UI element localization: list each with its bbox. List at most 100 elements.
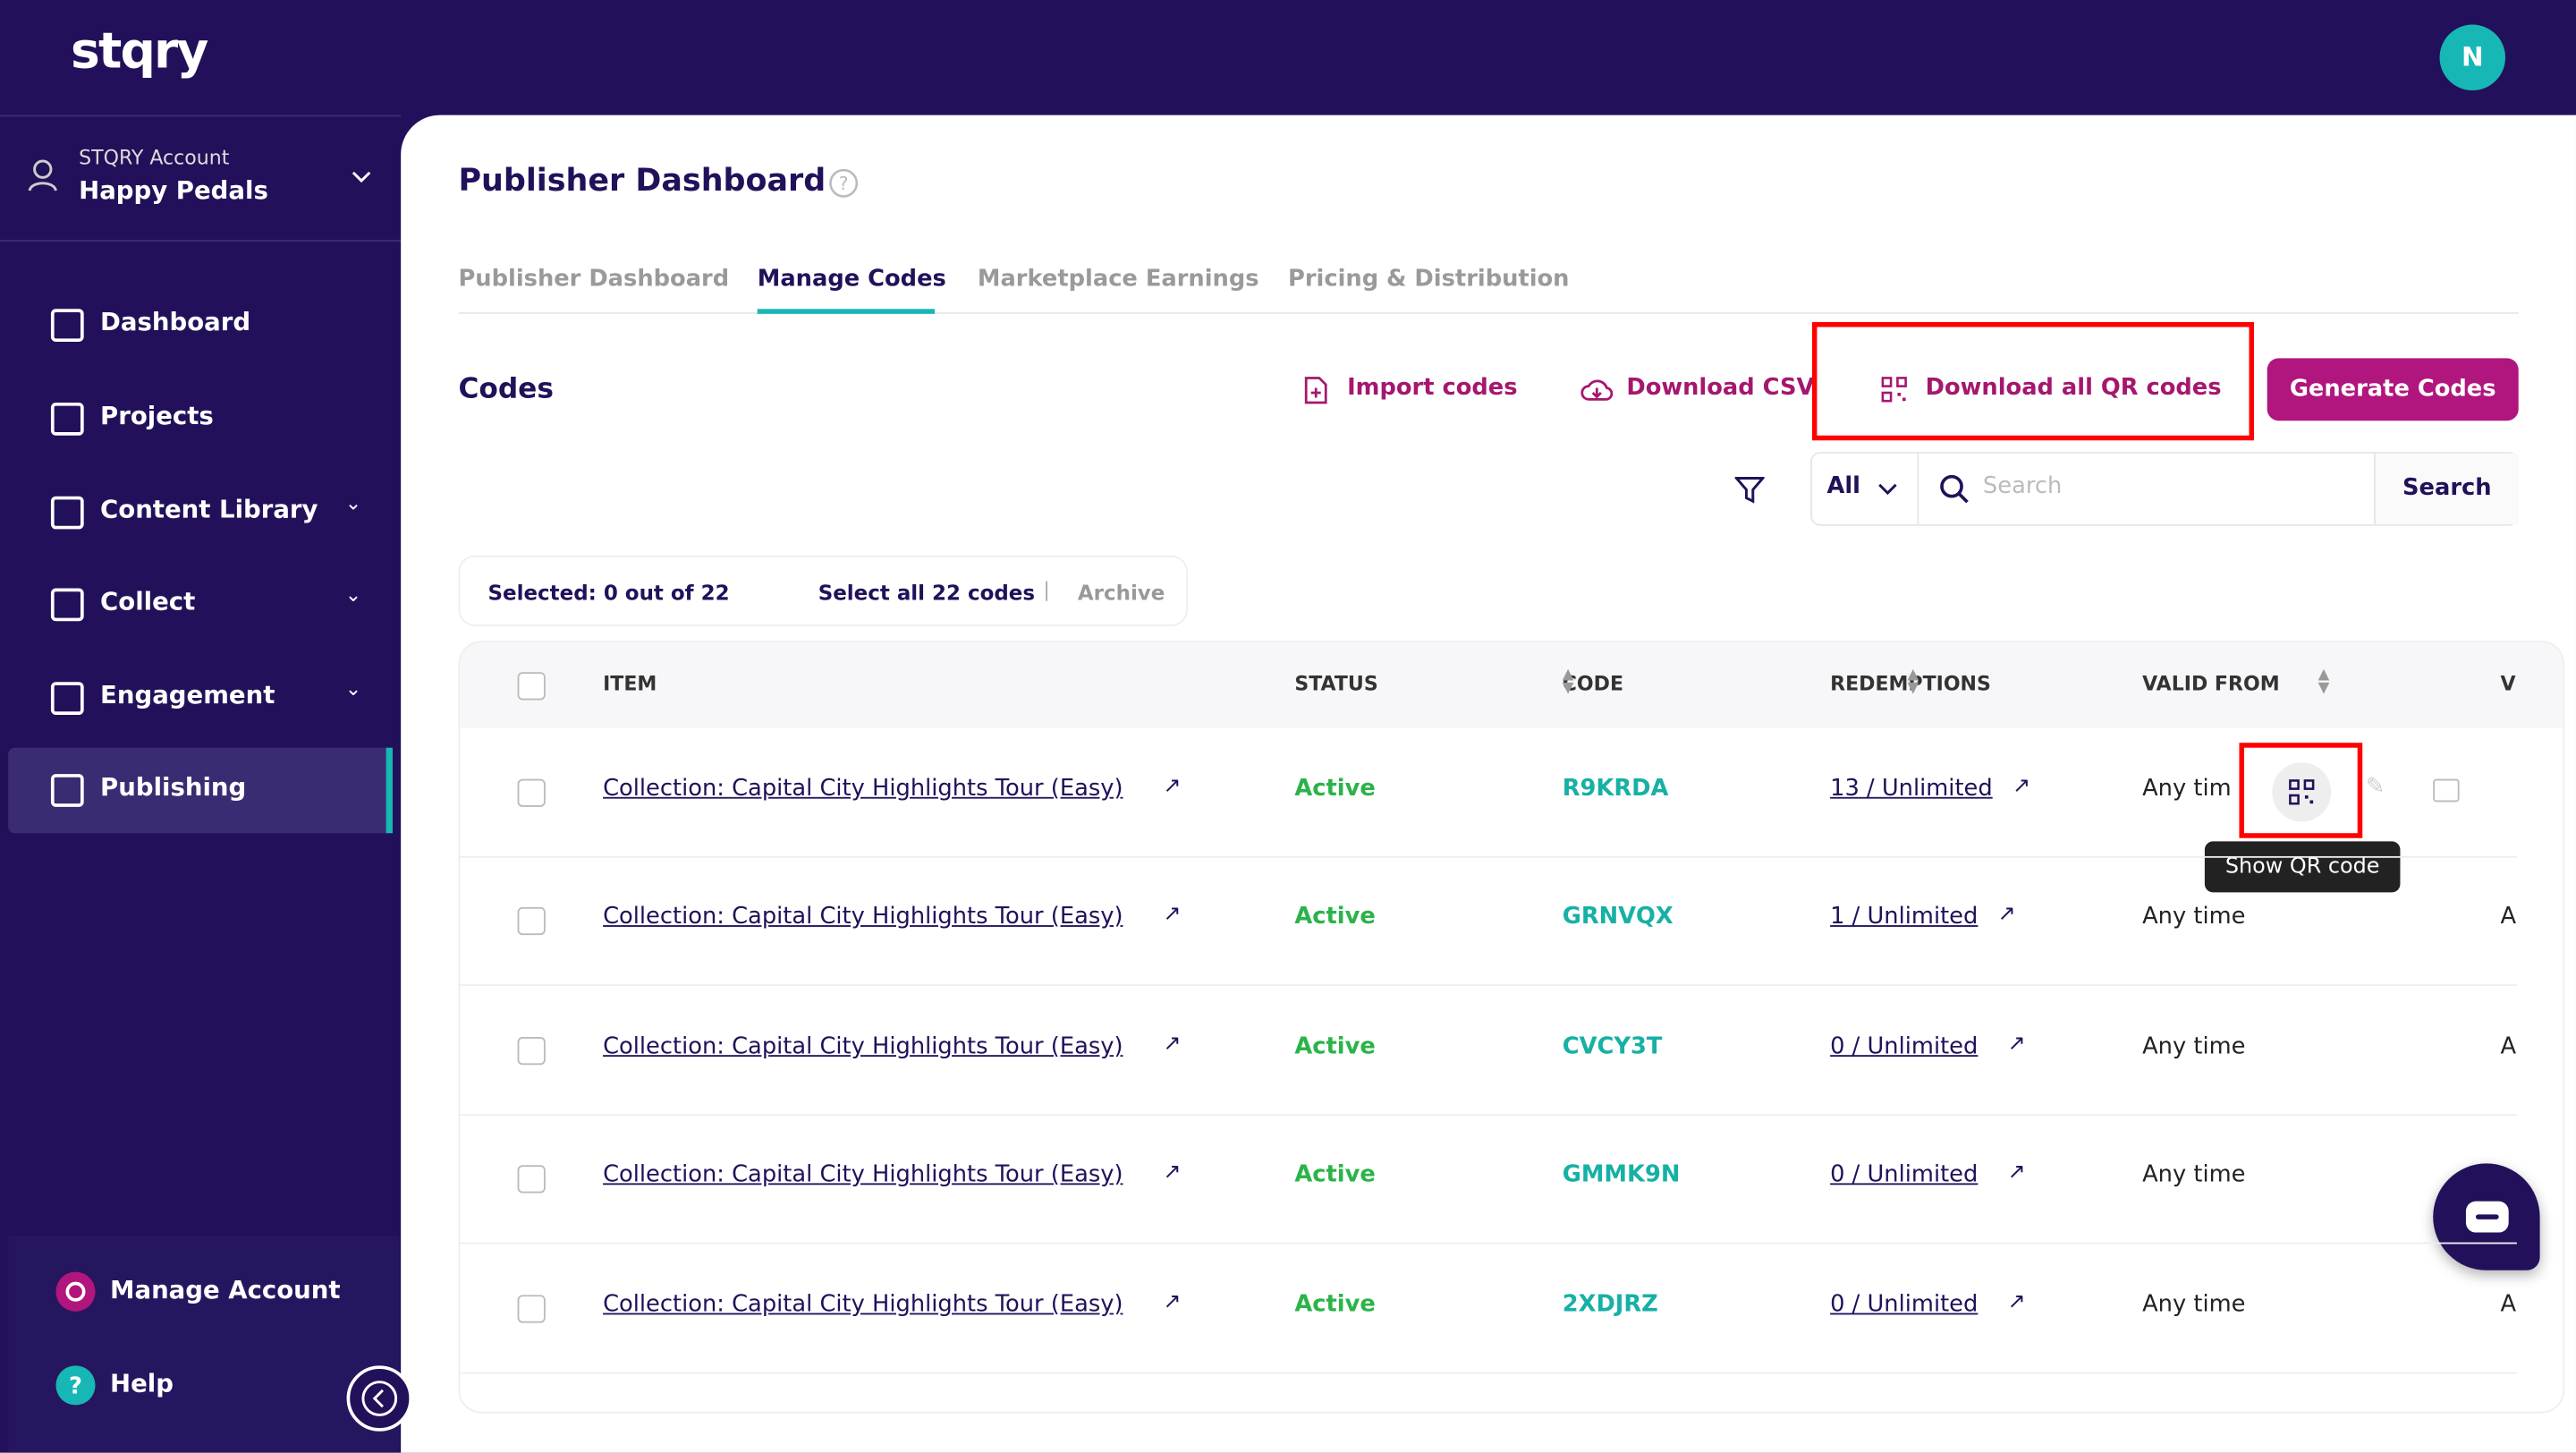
account-icon — [28, 159, 57, 191]
code: GMMK9N — [1562, 1161, 1681, 1188]
chevron: ⌄ — [344, 491, 362, 514]
tab-underline — [757, 309, 936, 314]
nav-item[interactable]: Engagement — [100, 680, 275, 710]
table — [458, 641, 2565, 1414]
tab[interactable]: Manage Codes — [757, 266, 946, 293]
help-icon[interactable]: ? — [828, 167, 860, 199]
nav-icon — [50, 682, 84, 715]
chevron: ⌄ — [344, 676, 362, 701]
selected-count: Selected: 0 out of 22 — [487, 580, 730, 605]
status: Active — [1294, 775, 1376, 803]
table-header — [460, 642, 2563, 728]
svg-text:?: ? — [839, 173, 849, 194]
collapse-button[interactable] — [346, 1365, 413, 1432]
item-link[interactable]: Collection: Capital City Highlights Tour… — [603, 1033, 1123, 1060]
nav-item[interactable]: Manage Account — [110, 1275, 341, 1305]
redemptions[interactable]: 0 / Unlimited — [1830, 1291, 1979, 1319]
sidebar-footer — [8, 1236, 400, 1453]
external-icon: ↗ — [1163, 902, 1182, 927]
generate-codes[interactable]: Generate Codes — [2267, 358, 2519, 421]
status: Active — [1294, 1291, 1376, 1319]
valid-from: Any tim — [2142, 775, 2232, 803]
external-icon: ↗ — [1163, 1160, 1182, 1185]
nav-item[interactable]: Projects — [100, 401, 214, 431]
nav-icon — [50, 496, 84, 530]
nav-item[interactable]: Collect — [100, 586, 196, 616]
external-icon: ↗ — [2007, 1032, 2026, 1058]
help-icon: ? — [55, 1365, 96, 1406]
highlight-box — [2239, 743, 2363, 838]
redemptions[interactable]: 13 / Unlimited — [1830, 775, 1993, 803]
manage-icon — [55, 1271, 96, 1312]
qr-button[interactable] — [2272, 762, 2332, 822]
download-qr-codes[interactable]: Download all QR codes — [1925, 374, 2222, 402]
item-link[interactable]: Collection: Capital City Highlights Tour… — [603, 904, 1123, 930]
column-header[interactable]: CODE — [1562, 672, 1624, 695]
checkbox[interactable] — [517, 1165, 546, 1194]
checkbox[interactable] — [517, 778, 546, 807]
checkbox[interactable] — [517, 1295, 546, 1323]
item-link[interactable]: Collection: Capital City Highlights Tour… — [603, 1161, 1123, 1188]
chevron: ⌄ — [344, 583, 362, 607]
import-codes[interactable]: Import codes — [1347, 374, 1518, 402]
redemptions[interactable]: 1 / Unlimited — [1830, 904, 1979, 930]
redemptions[interactable]: 0 / Unlimited — [1830, 1161, 1979, 1188]
tooltip: Show QR code — [2204, 841, 2401, 893]
external-icon: ↗ — [1997, 902, 2016, 927]
item-link[interactable]: Collection: Capital City Highlights Tour… — [603, 1291, 1123, 1319]
valid-from: Any time — [2142, 1161, 2246, 1188]
tab[interactable]: Publisher Dashboard — [458, 266, 730, 293]
search-button[interactable]: Search — [2374, 453, 2519, 524]
highlight-box — [1811, 321, 2254, 441]
download-icon — [1580, 379, 1614, 401]
tab[interactable]: Pricing & Distribution — [1287, 266, 1570, 293]
avatar[interactable]: N — [2439, 24, 2506, 91]
account-label: STQRY Account — [79, 146, 230, 170]
item-link[interactable]: Collection: Capital City Highlights Tour… — [603, 775, 1123, 803]
column-header[interactable]: VALID FROM — [2142, 672, 2280, 695]
scope-select[interactable]: All — [1826, 472, 1860, 500]
code: 2XDJRZ — [1562, 1291, 1658, 1319]
sort-icon: ▲ ▼ — [2318, 667, 2330, 697]
tab[interactable]: Marketplace Earnings — [977, 266, 1259, 293]
filter-button[interactable] — [1734, 475, 1765, 505]
code: CVCY3T — [1562, 1033, 1663, 1060]
code: R9KRDA — [1562, 775, 1669, 803]
status: Active — [1294, 1033, 1376, 1060]
nav-item[interactable]: Publishing — [100, 772, 247, 803]
nav-icon — [50, 774, 84, 807]
select-all[interactable]: Select all 22 codes — [818, 580, 1036, 605]
status: Active — [1294, 904, 1376, 930]
logo[interactable]: stqry — [70, 22, 208, 81]
checkbox[interactable] — [517, 906, 546, 936]
nav-item[interactable]: Dashboard — [100, 307, 251, 337]
main-panel — [401, 115, 2576, 1453]
valid-to: A — [2500, 904, 2517, 930]
valid-to: A — [2500, 1291, 2517, 1319]
code: GRNVQX — [1562, 904, 1674, 930]
archive-button[interactable] — [2433, 778, 2460, 803]
nav-item[interactable]: Content Library — [100, 494, 318, 524]
column-header: ITEM — [603, 672, 657, 695]
search-input[interactable]: Search — [1982, 472, 2063, 500]
external-icon: ↗ — [2007, 1160, 2026, 1185]
download-csv[interactable]: Download CSV — [1626, 374, 1815, 402]
sort-icon: ▲ ▼ — [1907, 667, 1919, 697]
checkbox[interactable] — [517, 1036, 546, 1066]
nav-icon — [50, 588, 84, 622]
nav-item[interactable]: Help — [110, 1368, 174, 1399]
archive[interactable]: Archive — [1077, 580, 1165, 605]
redemptions[interactable]: 0 / Unlimited — [1830, 1033, 1979, 1060]
divider — [1917, 453, 1919, 524]
chat-button[interactable] — [2433, 1163, 2540, 1270]
edit-button[interactable]: ✎ — [2365, 774, 2385, 801]
nav-active-bg — [8, 747, 388, 834]
external-icon: ↗ — [1163, 774, 1182, 799]
account-switcher[interactable]: STQRY Account Happy Pedals — [0, 115, 402, 242]
checkbox[interactable] — [517, 672, 546, 701]
external-icon: ↗ — [1163, 1032, 1182, 1058]
row-divider — [460, 1242, 2517, 1245]
column-header[interactable]: REDEMPTIONS — [1830, 672, 1991, 695]
